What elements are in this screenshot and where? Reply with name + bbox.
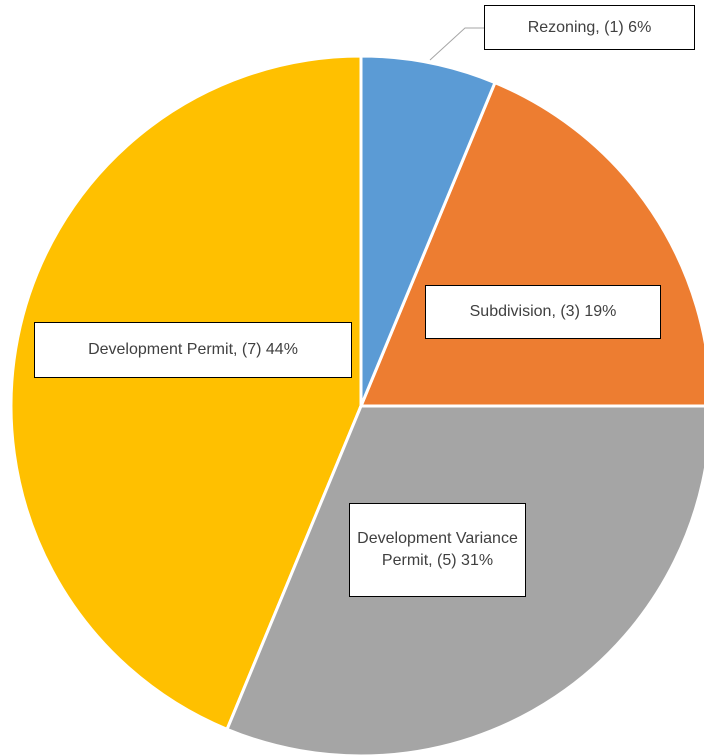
leader-line (429, 27, 484, 61)
data-label: Development Permit, (7) 44% (34, 322, 352, 378)
data-label: Development Variance Permit, (5) 31% (349, 503, 526, 597)
pie-slice (9, 54, 363, 732)
data-label: Rezoning, (1) 6% (484, 5, 695, 50)
pie-slice (359, 54, 497, 407)
data-label: Subdivision, (3) 19% (425, 285, 661, 339)
